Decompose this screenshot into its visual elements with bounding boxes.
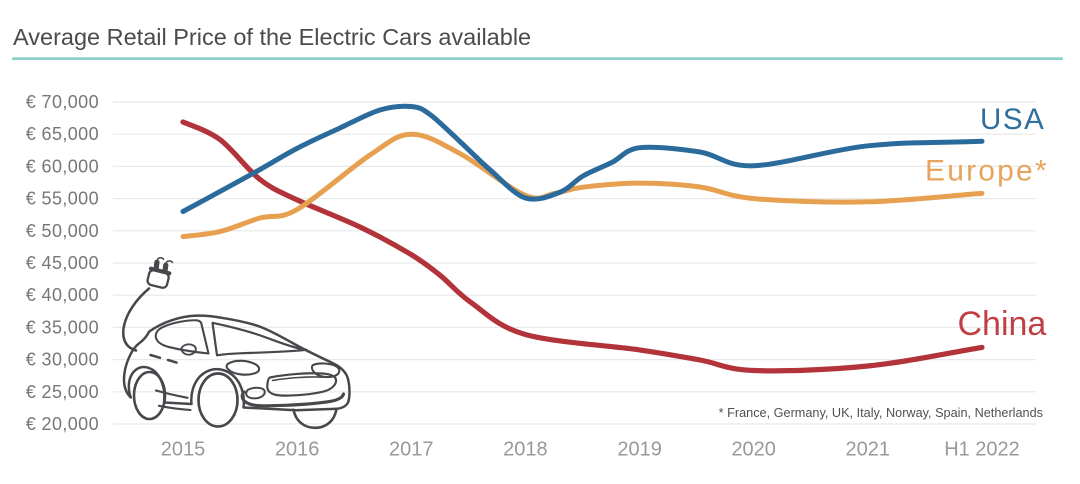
svg-text:€ 35,000: € 35,000 (26, 317, 99, 337)
svg-text:2020: 2020 (731, 439, 776, 461)
svg-text:€ 45,000: € 45,000 (26, 253, 99, 273)
svg-text:€ 70,000: € 70,000 (26, 92, 99, 112)
svg-text:China: China (958, 305, 1047, 343)
svg-text:Europe*: Europe* (925, 155, 1049, 188)
svg-text:€ 25,000: € 25,000 (26, 382, 99, 402)
svg-text:2015: 2015 (161, 439, 206, 461)
svg-text:2018: 2018 (503, 439, 548, 461)
svg-text:2019: 2019 (617, 439, 662, 461)
svg-text:€ 30,000: € 30,000 (26, 350, 99, 370)
svg-text:2021: 2021 (846, 439, 891, 461)
svg-text:2016: 2016 (275, 439, 320, 461)
svg-text:€ 50,000: € 50,000 (26, 221, 99, 241)
svg-text:€ 60,000: € 60,000 (26, 156, 99, 176)
svg-text:H1 2022: H1 2022 (944, 439, 1020, 461)
svg-text:€ 20,000: € 20,000 (26, 414, 99, 434)
svg-text:€ 65,000: € 65,000 (26, 124, 99, 144)
svg-text:Average Retail Price of the El: Average Retail Price of the Electric Car… (13, 24, 531, 50)
svg-text:* France, Germany, UK, Italy,: * France, Germany, UK, Italy, Norway, Sp… (719, 406, 1043, 420)
svg-text:2017: 2017 (389, 439, 434, 461)
svg-text:€ 55,000: € 55,000 (26, 189, 99, 209)
svg-text:€ 40,000: € 40,000 (26, 285, 99, 305)
svg-text:USA: USA (980, 103, 1045, 136)
